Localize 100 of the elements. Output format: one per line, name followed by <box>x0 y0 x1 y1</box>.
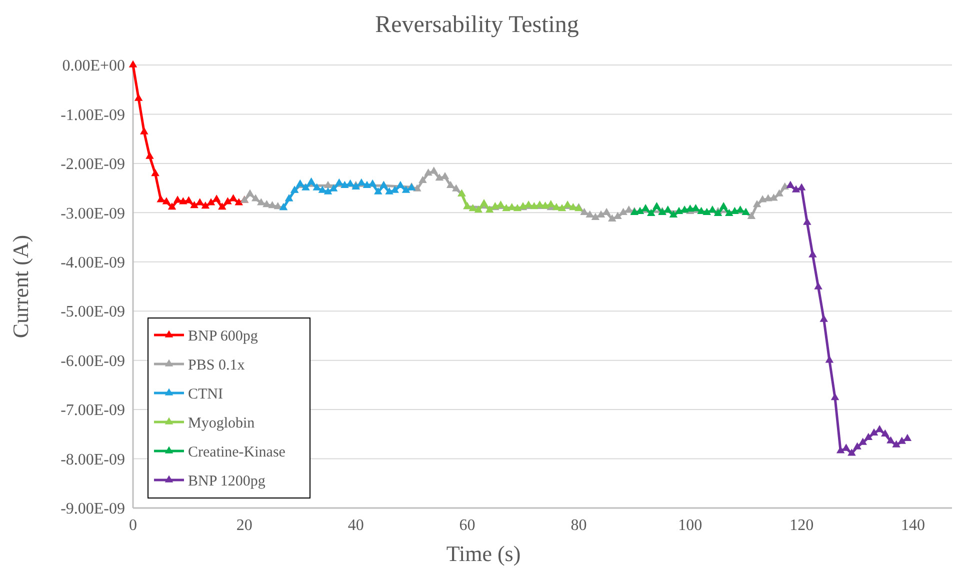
point <box>558 204 566 212</box>
point <box>886 436 895 444</box>
point <box>502 204 510 212</box>
legend-label: CTNI <box>188 386 223 402</box>
point <box>324 187 332 194</box>
x-axis-title: Time (s) <box>446 541 521 566</box>
legend-label: BNP 1200pg <box>188 473 266 490</box>
point <box>140 127 148 134</box>
x-tick-label: 80 <box>570 517 587 534</box>
chart-title: Reversability Testing <box>375 12 579 38</box>
point <box>340 180 349 188</box>
point <box>307 177 316 185</box>
point <box>652 202 661 210</box>
point <box>530 202 538 210</box>
point <box>725 208 734 216</box>
point <box>848 448 856 456</box>
point <box>803 218 812 225</box>
point <box>151 169 160 176</box>
y-axis-title: Current (A) <box>8 234 33 338</box>
point <box>474 205 483 213</box>
x-tick-label: 0 <box>129 517 137 534</box>
point <box>775 189 784 196</box>
point <box>134 94 143 101</box>
point <box>898 436 906 444</box>
point <box>842 444 850 451</box>
x-tick-label: 60 <box>459 517 476 534</box>
y-tick-label: -5.00E-09 <box>60 304 125 321</box>
point <box>875 424 884 432</box>
point <box>201 202 210 209</box>
y-tick-label: -4.00E-09 <box>60 254 125 272</box>
point <box>870 428 878 436</box>
point <box>234 198 243 206</box>
point <box>619 208 628 216</box>
point <box>825 356 834 363</box>
point <box>702 208 711 216</box>
point <box>853 442 862 450</box>
point <box>792 185 800 192</box>
point <box>480 199 488 206</box>
point <box>864 432 873 440</box>
point <box>246 189 254 196</box>
legend-label: Myoglobin <box>188 415 256 432</box>
y-tick-label: -9.00E-09 <box>60 500 125 518</box>
point <box>396 180 405 188</box>
point <box>212 194 221 202</box>
point <box>674 206 684 214</box>
x-tick-label: 40 <box>348 517 364 534</box>
y-tick-label: 0.00E+00 <box>62 58 125 75</box>
point <box>881 429 890 437</box>
point <box>324 180 332 188</box>
point <box>418 176 427 184</box>
point <box>224 197 232 204</box>
x-tick-label: 100 <box>678 517 702 534</box>
y-tick-label: -3.00E-09 <box>60 205 125 222</box>
point <box>229 194 238 202</box>
point <box>485 205 494 213</box>
point <box>836 446 845 454</box>
point <box>251 194 260 202</box>
point <box>719 202 728 210</box>
point <box>402 186 410 193</box>
point <box>385 187 394 194</box>
point <box>780 182 789 190</box>
point <box>752 200 762 208</box>
point <box>858 438 867 445</box>
point <box>162 197 171 204</box>
legend-label: BNP 600pg <box>188 328 258 344</box>
y-tick-label: -1.00E-09 <box>60 106 125 124</box>
point <box>413 184 422 192</box>
legend-label: Creatine-Kinase <box>188 444 286 460</box>
point <box>814 282 822 290</box>
point <box>647 208 656 216</box>
point <box>218 202 226 210</box>
x-tick-label: 120 <box>790 517 814 534</box>
y-tick-label: -8.00E-09 <box>60 451 125 468</box>
point <box>452 184 460 192</box>
point <box>312 183 321 190</box>
point <box>190 201 198 208</box>
point <box>168 202 176 210</box>
x-tick-label: 140 <box>901 517 925 534</box>
point <box>424 168 432 176</box>
point <box>362 180 372 188</box>
point <box>747 212 756 219</box>
point <box>608 214 616 222</box>
point <box>206 198 216 206</box>
point <box>302 183 310 190</box>
point <box>820 314 828 322</box>
point <box>808 250 817 258</box>
point <box>591 212 600 220</box>
point <box>541 202 550 209</box>
y-tick-label: -7.00E-09 <box>60 402 125 420</box>
y-tick-label: -2.00E-09 <box>60 156 125 174</box>
x-tick-label: 20 <box>236 517 252 534</box>
point <box>669 210 678 218</box>
point <box>374 187 382 194</box>
legend-label: PBS 0.1x <box>188 357 246 374</box>
point <box>196 198 204 206</box>
y-tick-label: -6.00E-09 <box>60 352 125 370</box>
point <box>892 440 900 448</box>
point <box>128 60 138 68</box>
point <box>146 152 154 159</box>
point <box>435 173 444 181</box>
